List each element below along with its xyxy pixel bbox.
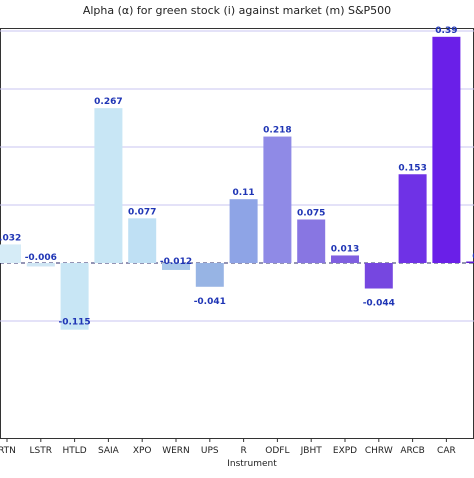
data-label-arcb: 0.153 bbox=[398, 163, 426, 173]
x-axis-label: Instrument bbox=[227, 459, 277, 469]
x-tick-label-r: R bbox=[240, 446, 246, 456]
x-tick-label-chrw: CHRW bbox=[365, 446, 393, 456]
x-tick-label-ups: UPS bbox=[201, 446, 219, 456]
data-label-r: 0.11 bbox=[232, 188, 254, 198]
bar-expd bbox=[331, 255, 359, 263]
bar-chrw bbox=[364, 263, 393, 289]
data-label-chrw: -0.044 bbox=[363, 299, 395, 309]
data-label-odfl: 0.218 bbox=[263, 126, 291, 136]
chart-title: Alpha (α) for green stock (i) against ma… bbox=[83, 4, 391, 17]
x-tick-label-expd: EXPD bbox=[333, 446, 357, 456]
bar-arcb bbox=[398, 174, 427, 263]
data-label-wern: -0.012 bbox=[160, 257, 192, 267]
x-tick-label-htld: HTLD bbox=[62, 446, 86, 456]
data-label-lstr: -0.006 bbox=[25, 253, 57, 263]
x-tick-label-wern: WERN bbox=[162, 446, 190, 456]
x-tick-labels: RTN LSTR HTLD SAIA XPO WERN UPS R ODFL JBHT EXPD CH… bbox=[0, 438, 474, 456]
bar-jbht bbox=[297, 219, 326, 263]
data-label-ups: -0.041 bbox=[194, 297, 226, 307]
x-tick-label-jbht: JBHT bbox=[300, 446, 323, 456]
data-label-saia: 0.267 bbox=[94, 97, 122, 107]
bar-saia bbox=[94, 108, 123, 263]
bar-odfl bbox=[263, 136, 292, 263]
bar-lstr bbox=[26, 263, 55, 267]
data-label-xpo: 0.077 bbox=[128, 207, 156, 217]
x-tick-label-rtn: RTN bbox=[0, 446, 16, 456]
bar-car bbox=[432, 36, 461, 263]
data-label-rtn: 0.032 bbox=[0, 233, 21, 243]
data-labels: 0.032 -0.006 -0.115 0.267 0.077 -0.012 -0.041 0… bbox=[0, 26, 474, 328]
x-tick-label-arcb: ARCB bbox=[400, 446, 424, 456]
data-label-jbht: 0.075 bbox=[297, 209, 325, 219]
data-label-car: 0.39 bbox=[435, 26, 457, 36]
data-label-expd: 0.013 bbox=[331, 244, 359, 254]
bar-km bbox=[466, 261, 474, 263]
x-tick-label-xpo: XPO bbox=[133, 446, 152, 456]
bar-rtn bbox=[0, 244, 21, 263]
bar-xpo bbox=[128, 218, 157, 263]
bar-ups bbox=[195, 263, 224, 287]
bar-wern bbox=[162, 263, 190, 270]
x-tick-label-car: CAR bbox=[437, 446, 456, 456]
bar-r bbox=[229, 199, 258, 263]
bar-htld bbox=[60, 263, 89, 330]
bars bbox=[0, 36, 474, 330]
x-tick-label-odfl: ODFL bbox=[265, 446, 289, 456]
x-tick-label-lstr: LSTR bbox=[30, 446, 52, 456]
data-label-km: 0.0 bbox=[472, 252, 474, 262]
x-tick-label-saia: SAIA bbox=[98, 446, 120, 456]
data-label-htld: -0.115 bbox=[58, 318, 90, 328]
